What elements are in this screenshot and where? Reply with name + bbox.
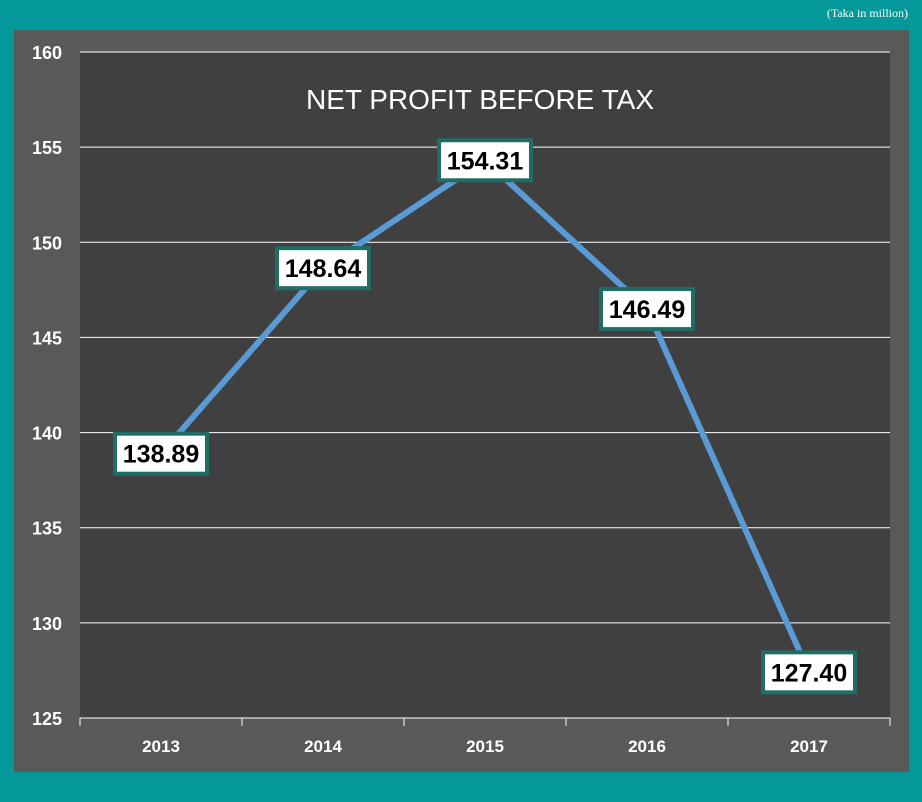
y-axis: 125 130 135 140 145 150 155 160 [32,43,62,729]
gridlines [80,51,890,719]
data-label-box [275,246,371,291]
data-label-box [437,138,533,183]
data-label-text: 127.40 [771,659,847,687]
x-tick-label: 2013 [142,737,180,756]
data-label-box [599,287,695,332]
y-tick-label: 160 [32,43,62,63]
x-tick-label: 2017 [790,737,828,756]
data-label: 138.89 [113,431,209,476]
unit-note: (Taka in million) [826,6,908,20]
data-label-box [113,431,209,476]
y-tick-label: 125 [32,709,62,729]
data-labels: 138.89 148.64 154.31 146.49 127.40 [113,138,857,695]
y-tick-label: 140 [32,424,62,444]
chart-title: NET PROFIT BEFORE TAX [306,84,654,115]
data-label-text: 148.64 [285,255,362,283]
data-label: 148.64 [275,246,371,291]
x-tick-label: 2016 [628,737,666,756]
data-label-text: 138.89 [123,441,199,469]
data-label-text: 154.31 [447,147,524,175]
y-tick-label: 155 [32,138,62,158]
x-tick-label: 2014 [304,737,342,756]
data-label: 127.40 [761,650,857,695]
x-tick-label: 2015 [466,737,504,756]
data-label: 154.31 [437,138,533,183]
y-tick-label: 135 [32,519,62,539]
y-tick-label: 145 [32,328,62,348]
data-label-box [761,650,857,695]
y-tick-label: 130 [32,614,62,634]
y-tick-label: 150 [32,233,62,253]
x-axis: 2013 2014 2015 2016 2017 [79,718,891,756]
data-label-text: 146.49 [609,296,685,324]
data-label: 146.49 [599,287,695,332]
